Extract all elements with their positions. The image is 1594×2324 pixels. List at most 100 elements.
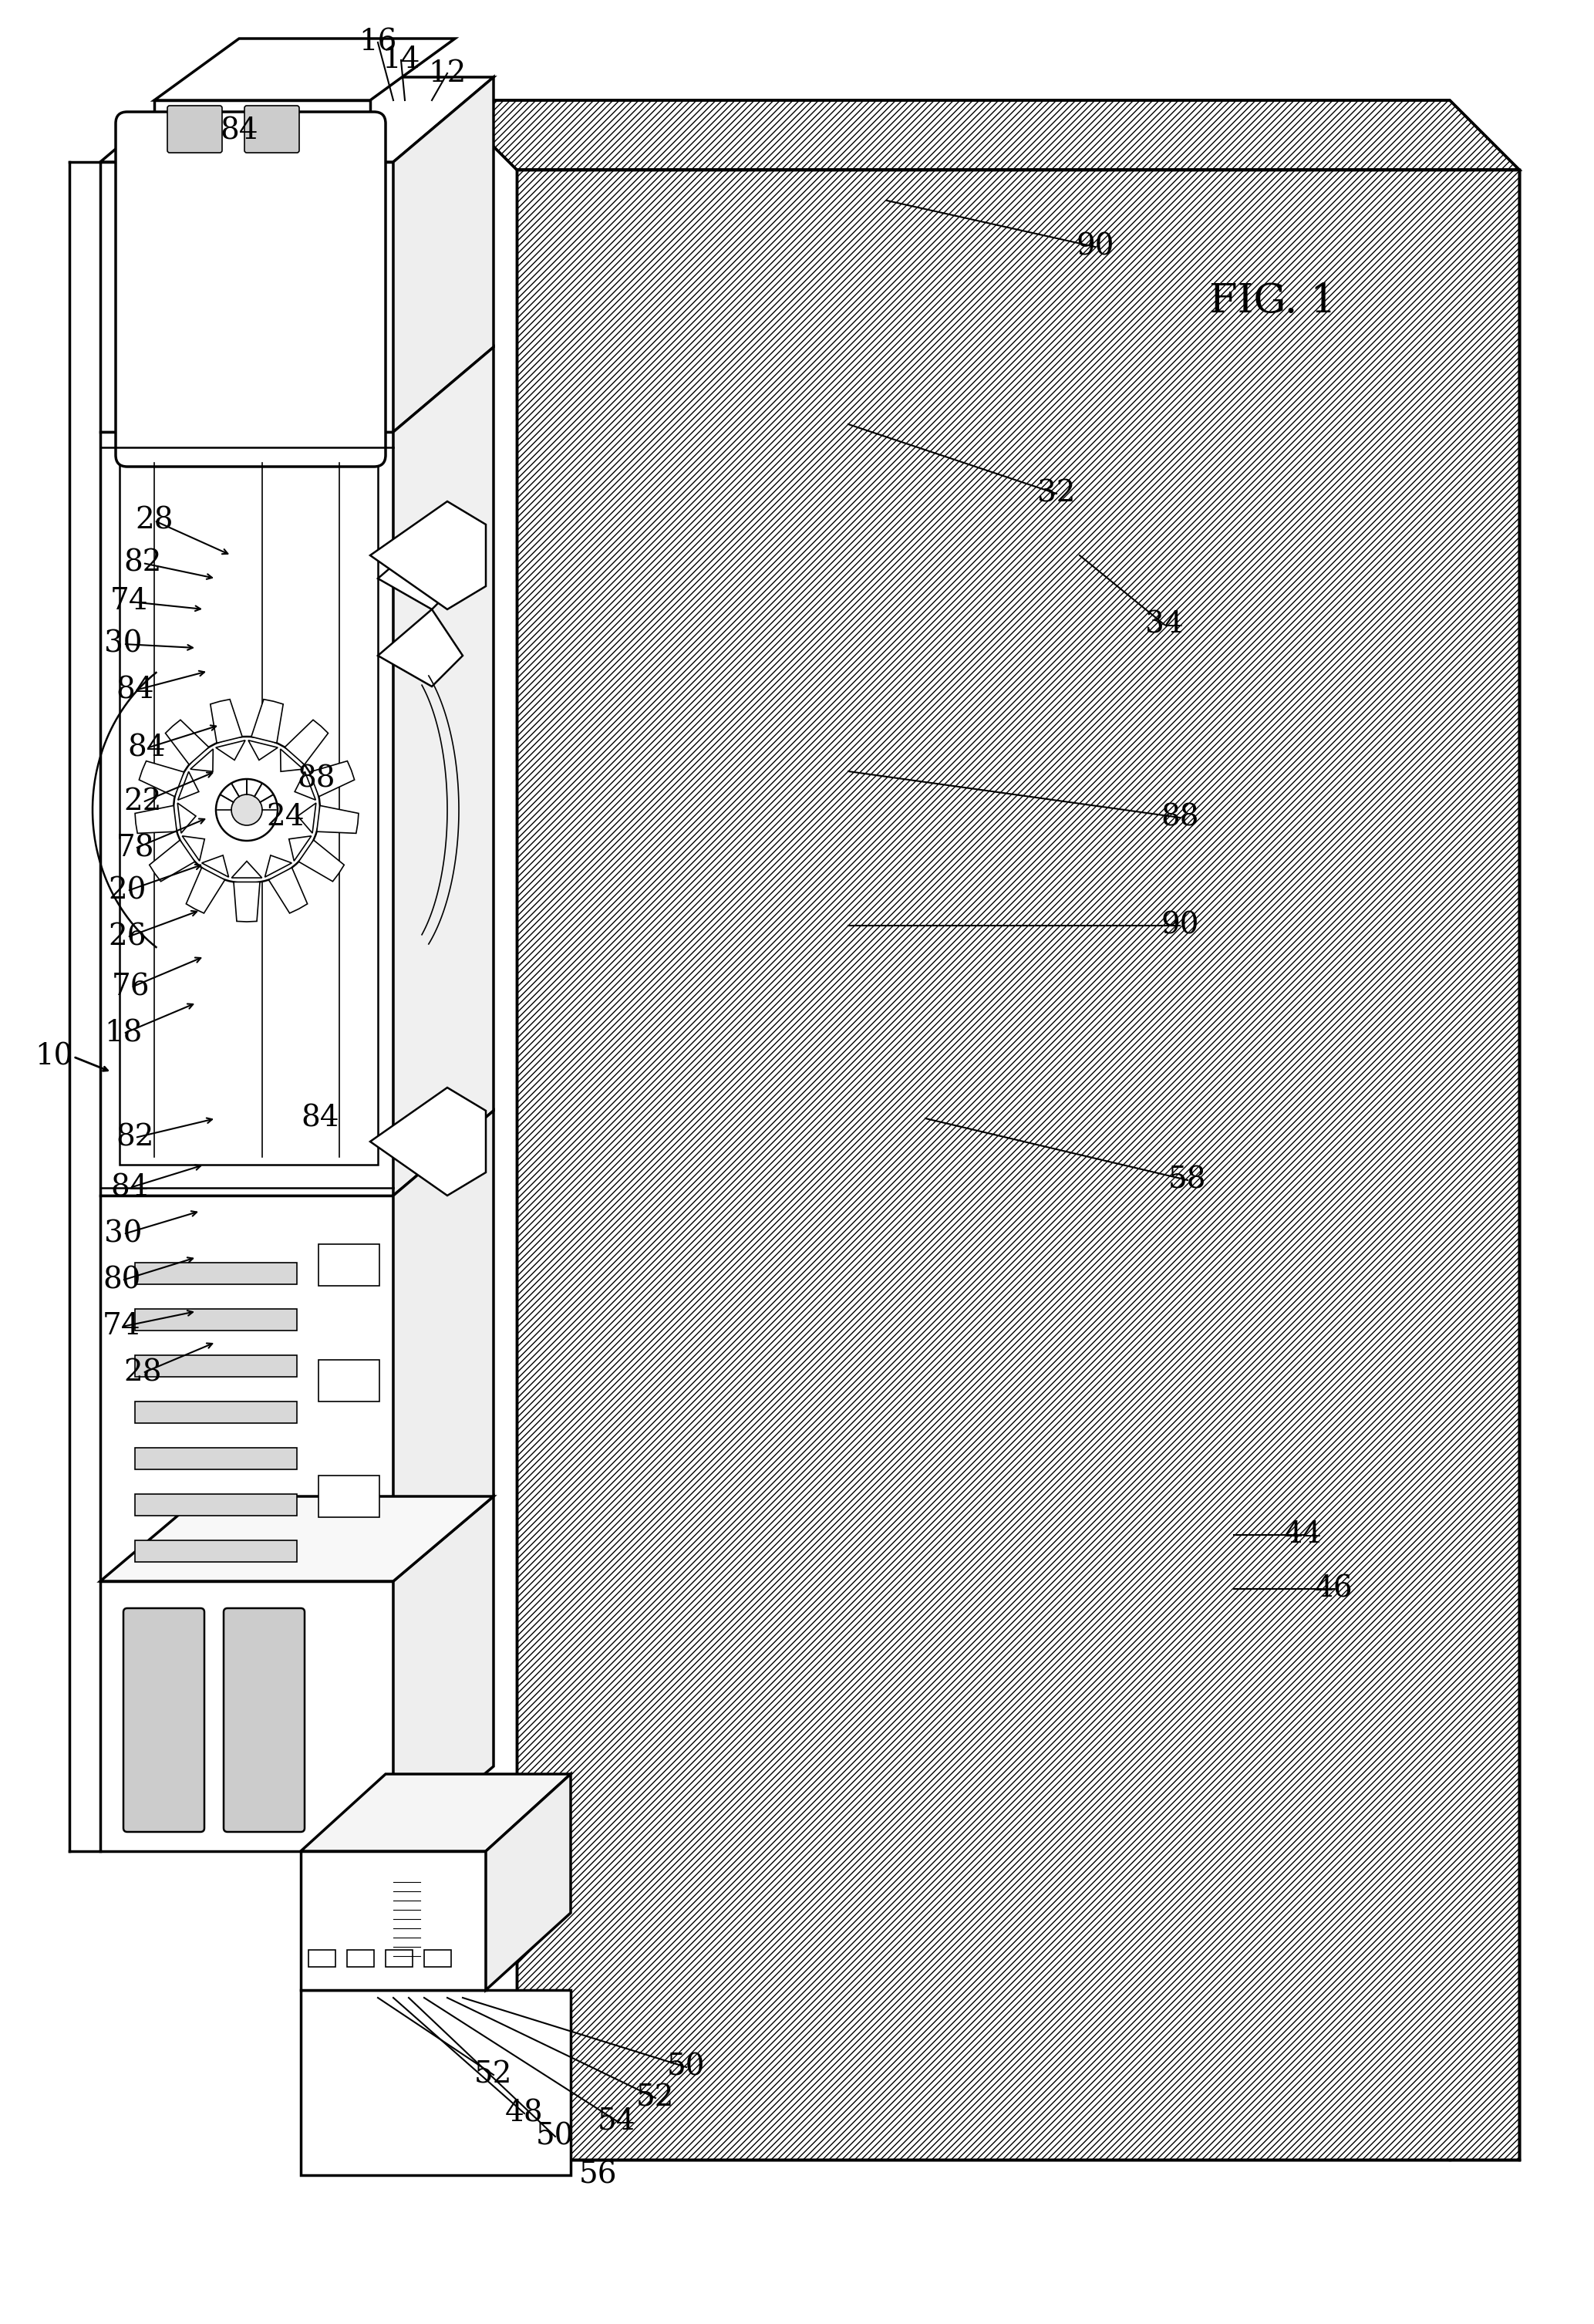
FancyBboxPatch shape bbox=[116, 112, 386, 467]
Polygon shape bbox=[486, 1773, 571, 1989]
Polygon shape bbox=[249, 741, 277, 760]
FancyBboxPatch shape bbox=[143, 267, 320, 293]
Polygon shape bbox=[150, 839, 194, 881]
Text: 54: 54 bbox=[598, 2108, 636, 2136]
Polygon shape bbox=[155, 100, 370, 163]
FancyBboxPatch shape bbox=[244, 105, 300, 153]
FancyBboxPatch shape bbox=[424, 1950, 451, 1966]
Polygon shape bbox=[298, 804, 316, 834]
Polygon shape bbox=[100, 432, 394, 1195]
Text: 44: 44 bbox=[1285, 1520, 1323, 1550]
Text: 88: 88 bbox=[1160, 804, 1199, 832]
FancyBboxPatch shape bbox=[135, 1401, 296, 1422]
Polygon shape bbox=[295, 772, 316, 799]
Text: 84: 84 bbox=[116, 676, 155, 704]
FancyBboxPatch shape bbox=[143, 374, 320, 402]
Text: 82: 82 bbox=[116, 1122, 155, 1153]
Polygon shape bbox=[100, 1580, 394, 1852]
Text: 74: 74 bbox=[102, 1313, 140, 1341]
Text: 74: 74 bbox=[110, 588, 148, 616]
Text: 18: 18 bbox=[104, 1020, 142, 1048]
FancyBboxPatch shape bbox=[319, 1243, 379, 1285]
Text: 14: 14 bbox=[383, 46, 421, 74]
Polygon shape bbox=[120, 462, 378, 1164]
Polygon shape bbox=[317, 806, 359, 834]
Polygon shape bbox=[166, 720, 209, 765]
Text: 82: 82 bbox=[124, 548, 161, 576]
FancyBboxPatch shape bbox=[319, 1360, 379, 1401]
Polygon shape bbox=[265, 855, 292, 876]
Polygon shape bbox=[301, 1852, 486, 1989]
Polygon shape bbox=[190, 748, 214, 772]
Polygon shape bbox=[215, 741, 245, 760]
Polygon shape bbox=[186, 867, 225, 913]
Polygon shape bbox=[298, 839, 344, 881]
Circle shape bbox=[174, 737, 320, 883]
FancyBboxPatch shape bbox=[135, 1494, 296, 1515]
Polygon shape bbox=[231, 862, 261, 878]
Polygon shape bbox=[100, 1195, 394, 1580]
Text: 20: 20 bbox=[108, 876, 147, 904]
FancyBboxPatch shape bbox=[332, 209, 381, 244]
Text: 16: 16 bbox=[359, 28, 397, 56]
Circle shape bbox=[215, 779, 277, 841]
Text: 50: 50 bbox=[536, 2122, 574, 2150]
Text: 88: 88 bbox=[296, 765, 335, 792]
Text: 30: 30 bbox=[104, 630, 142, 658]
Text: 56: 56 bbox=[579, 2161, 617, 2189]
Text: 52: 52 bbox=[475, 2061, 513, 2089]
FancyBboxPatch shape bbox=[223, 1608, 304, 1831]
Polygon shape bbox=[155, 40, 454, 100]
Polygon shape bbox=[139, 760, 183, 797]
Text: 28: 28 bbox=[135, 507, 174, 535]
Polygon shape bbox=[378, 609, 462, 686]
Polygon shape bbox=[394, 1497, 494, 1852]
Text: 48: 48 bbox=[505, 2099, 544, 2129]
Text: 10: 10 bbox=[35, 1043, 73, 1071]
Polygon shape bbox=[394, 100, 421, 2159]
FancyBboxPatch shape bbox=[135, 1308, 296, 1332]
FancyBboxPatch shape bbox=[135, 1262, 296, 1285]
Polygon shape bbox=[448, 100, 1519, 170]
Polygon shape bbox=[301, 1989, 571, 2175]
Text: 80: 80 bbox=[102, 1267, 140, 1294]
Text: 58: 58 bbox=[1168, 1167, 1207, 1195]
Text: FIG. 1: FIG. 1 bbox=[1208, 281, 1336, 321]
Polygon shape bbox=[281, 748, 303, 772]
Polygon shape bbox=[421, 100, 448, 2159]
FancyBboxPatch shape bbox=[309, 1950, 335, 1966]
Polygon shape bbox=[177, 804, 196, 834]
Text: 84: 84 bbox=[220, 116, 258, 146]
Polygon shape bbox=[394, 1111, 494, 1580]
Text: 24: 24 bbox=[266, 804, 304, 832]
Text: 30: 30 bbox=[104, 1220, 142, 1248]
FancyBboxPatch shape bbox=[167, 105, 222, 153]
Polygon shape bbox=[135, 806, 177, 834]
Text: 22: 22 bbox=[124, 788, 161, 816]
FancyBboxPatch shape bbox=[319, 1476, 379, 1518]
Text: 12: 12 bbox=[429, 58, 467, 88]
Polygon shape bbox=[100, 163, 394, 432]
FancyBboxPatch shape bbox=[123, 1608, 204, 1831]
Polygon shape bbox=[370, 502, 486, 609]
Text: 90: 90 bbox=[1076, 232, 1114, 260]
Polygon shape bbox=[182, 837, 204, 860]
Polygon shape bbox=[516, 170, 1519, 2159]
Polygon shape bbox=[252, 700, 284, 744]
Text: 50: 50 bbox=[668, 2052, 706, 2082]
Text: 32: 32 bbox=[1038, 479, 1076, 509]
Polygon shape bbox=[179, 772, 199, 799]
FancyBboxPatch shape bbox=[143, 321, 320, 346]
Text: 84: 84 bbox=[110, 1174, 148, 1202]
Text: 26: 26 bbox=[108, 923, 147, 951]
Polygon shape bbox=[394, 77, 494, 432]
FancyBboxPatch shape bbox=[332, 363, 381, 397]
Polygon shape bbox=[394, 346, 494, 1195]
Text: 84: 84 bbox=[301, 1104, 340, 1132]
Polygon shape bbox=[309, 760, 354, 797]
Text: 46: 46 bbox=[1315, 1576, 1353, 1604]
Text: 52: 52 bbox=[636, 2085, 674, 2113]
FancyBboxPatch shape bbox=[332, 286, 381, 321]
Polygon shape bbox=[285, 720, 328, 765]
Polygon shape bbox=[234, 883, 260, 923]
